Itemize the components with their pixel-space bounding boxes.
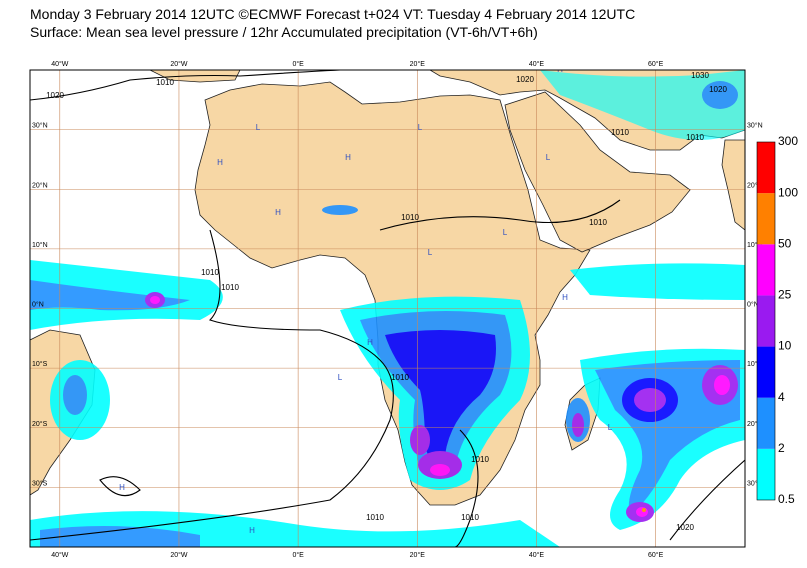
colorbar-label: 0.5 [778, 492, 795, 506]
pressure-center: H [562, 293, 568, 302]
pressure-center: L [256, 123, 261, 132]
lat-label: 30°N [32, 122, 48, 130]
colorbar-band [757, 193, 775, 245]
isobar-label: 1010 [221, 283, 239, 292]
pressure-center: L [418, 123, 423, 132]
lat-label: 20°N [32, 181, 48, 189]
pressure-center: H [119, 483, 125, 492]
title: Monday 3 February 2014 12UTC ©ECMWF Fore… [30, 6, 636, 22]
pressure-center: H [275, 208, 281, 217]
isobar-label: 1020 [516, 75, 534, 84]
pressure-center: L [428, 248, 433, 257]
isobar-label: 1010 [471, 455, 489, 464]
lat-label: 0°N [32, 301, 44, 309]
lat-label: 30°N [747, 122, 763, 130]
isobar-label: 1010 [366, 513, 384, 522]
isobar-label: 1020 [46, 91, 64, 100]
graticule [30, 70, 745, 547]
lat-label: 10°N [32, 241, 48, 249]
lon-label: 0°E [292, 60, 304, 68]
colorbar-frame [756, 141, 776, 501]
lat-label: 20°N [747, 181, 763, 189]
lat-label: 30°S [32, 479, 48, 487]
lat-label: 0°N [747, 301, 759, 309]
pressure-center: H [557, 65, 563, 74]
lon-label: 40°E [529, 60, 545, 68]
lat-label: 10°S [32, 360, 48, 368]
colorbar: 0.5 2 4 10 25 50 100 300 [756, 134, 798, 506]
lon-label: 40°W [51, 60, 69, 68]
colorbar-label: 50 [778, 236, 792, 250]
lon-label: 0°E [292, 551, 304, 559]
isobar-label: 1020 [709, 85, 727, 94]
lat-label: 30°S [747, 479, 763, 487]
isobar-label: 1010 [391, 373, 409, 382]
pressure-center: L [338, 373, 343, 382]
pressure-center: H [345, 153, 351, 162]
pressure-center: H [217, 158, 223, 167]
lon-label: 20°W [170, 60, 188, 68]
lon-label: 60°E [648, 551, 664, 559]
isobar-label: 1010 [611, 128, 629, 137]
lat-label: 10°N [747, 241, 763, 249]
lon-label: 20°E [410, 551, 426, 559]
isobar-label: 1010 [156, 78, 174, 87]
isobar-label: 1010 [201, 268, 219, 277]
lon-label: 40°W [51, 551, 69, 559]
map-frame [29, 69, 746, 548]
lat-label: 20°S [32, 420, 48, 428]
isobar-label: 1010 [589, 218, 607, 227]
colorbar-band [757, 346, 775, 398]
pressure-center: H [367, 338, 373, 347]
colorbar-label: 10 [778, 339, 792, 353]
ticks: 40°W 40°W 20°W 20°W 0°E 0°E 20°E 20°E 40°E 40°E 60… [32, 60, 763, 559]
colorbar-label: 300 [778, 134, 798, 148]
colorbar-band [757, 295, 775, 347]
lon-label: 40°E [529, 551, 545, 559]
isobar-label: 1010 [686, 133, 704, 142]
colorbar-label: 4 [778, 390, 785, 404]
lat-label: 10°S [747, 360, 763, 368]
colorbar-band [757, 397, 775, 449]
isobars [30, 70, 745, 547]
isobar-label: 1010 [401, 213, 419, 222]
subtitle: Surface: Mean sea level pressure / 12hr … [30, 24, 538, 40]
pressure-center: L [503, 228, 508, 237]
pressure-center: L [546, 153, 551, 162]
lon-label: 20°W [170, 551, 188, 559]
lon-label: 20°E [410, 60, 426, 68]
isobar-label: 1020 [676, 523, 694, 532]
pressure-center: L [608, 423, 613, 432]
colorbar-label: 2 [778, 441, 785, 455]
lat-label: 20°S [747, 420, 763, 428]
colorbar-band [757, 448, 775, 500]
isobar-label: 1010 [461, 513, 479, 522]
isobar-label: 1030 [691, 71, 709, 80]
colorbar-band [757, 142, 775, 194]
lon-label: 60°E [648, 60, 664, 68]
colorbar-band [757, 244, 775, 296]
colorbar-label: 100 [778, 185, 798, 199]
precipitation [30, 70, 745, 547]
pressure-center: H [249, 526, 255, 535]
colorbar-label: 25 [778, 288, 792, 302]
